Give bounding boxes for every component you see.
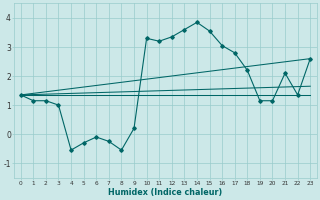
X-axis label: Humidex (Indice chaleur): Humidex (Indice chaleur) (108, 188, 223, 197)
